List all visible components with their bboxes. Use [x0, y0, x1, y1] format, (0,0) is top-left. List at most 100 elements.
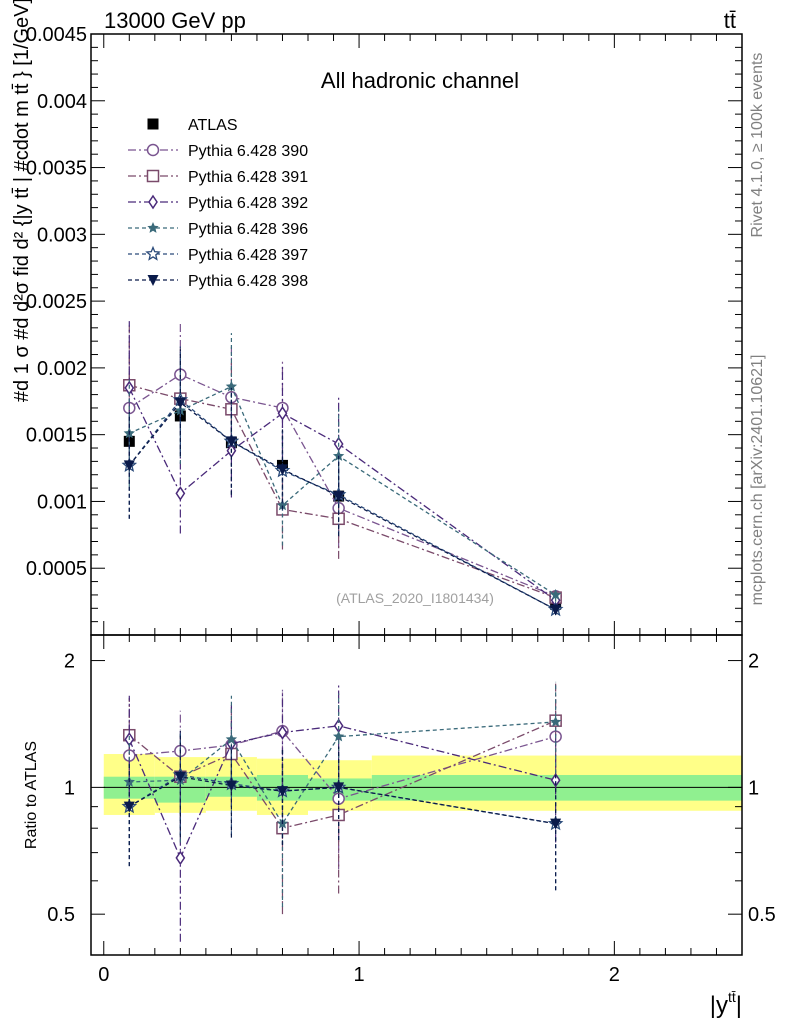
y-tick-label: 0.001: [37, 491, 87, 513]
process-label: tt̄: [724, 8, 736, 33]
ratio-uncertainty-bands: [103, 754, 742, 815]
series-2: [123, 325, 562, 605]
marker-triangle-down: [123, 460, 135, 472]
marker-star: [332, 730, 345, 742]
chart-title: All hadronic channel: [321, 68, 519, 93]
series-4: [123, 333, 562, 602]
y-tick-label: 0.0035: [26, 158, 87, 180]
y-tick-label: 0.0015: [26, 425, 87, 447]
marker-triangle-down: [550, 818, 562, 830]
legend-label: ATLAS: [188, 117, 238, 134]
plot-frames: [90, 33, 743, 956]
y-tick-label: 0.003: [37, 224, 87, 246]
y-axis-label-text: #d 1 σ #d d²σ fid d² {|y tt̄ | #cdot m t…: [11, 0, 33, 402]
ratio-y-tick-label: 2: [64, 651, 75, 673]
marker-triangle-down: [123, 801, 135, 813]
legend-label: Pythia 6.428 390: [188, 143, 308, 160]
marker-diamond-open: [148, 194, 158, 210]
marker-triangle-down: [174, 397, 186, 409]
legend-label: Pythia 6.428 398: [188, 273, 308, 290]
marker-star: [276, 499, 289, 511]
legend-item-6: Pythia 6.428 398: [128, 273, 308, 290]
x-axis-label-main: |y: [710, 992, 728, 1019]
marker-diamond-open: [550, 772, 561, 788]
legend-item-1: Pythia 6.428 390: [128, 143, 308, 160]
energy-label: 13000 GeV pp: [104, 8, 246, 33]
series-5: [121, 346, 564, 617]
x-tick-label: 2: [609, 964, 620, 986]
marker-square-open: [146, 169, 160, 183]
side-label-top: Rivet 4.1.0, ≥ 100k events: [749, 53, 766, 238]
ratio-series-line: [128, 725, 556, 860]
ratio-y-tick-label-right: 0.5: [748, 904, 776, 926]
marker-star: [225, 733, 238, 745]
x-tick-label: 0: [98, 964, 109, 986]
main-panel-series: [121, 321, 564, 617]
marker-triangle-down: [147, 275, 159, 286]
axis-ticks: 0.0005 0.001 0.0015 0.002 0.0025 0.003 0.0035 0…: [26, 24, 776, 986]
marker-star: [147, 222, 159, 233]
series-1: [123, 321, 562, 603]
legend-item-4: Pythia 6.428 396: [128, 221, 308, 238]
y-tick-label: 0.004: [37, 91, 87, 113]
legend-label: Pythia 6.428 396: [188, 221, 308, 238]
y-tick-label: 0.0005: [26, 558, 87, 580]
marker-triangle-down: [174, 771, 186, 783]
marker-diamond-open: [277, 725, 288, 740]
marker-diamond-open: [175, 486, 186, 501]
x-axis-label-close: |: [736, 992, 742, 1019]
ratio-series-6: [123, 731, 562, 891]
marker-triangle-down: [225, 436, 237, 448]
series-line: [129, 385, 556, 596]
marker-star-open: [145, 245, 161, 261]
ratio-y-tick-label: 0.5: [47, 904, 75, 926]
marker-triangle-down: [333, 491, 345, 503]
ratio-series-line: [129, 730, 556, 800]
ratio-y-axis-label: Ratio to ATLAS: [23, 741, 40, 849]
y-tick-label: 0.0025: [26, 291, 87, 313]
x-axis-label-sup: tt̄: [728, 989, 736, 1005]
legend-label: Pythia 6.428 391: [188, 169, 308, 186]
series-line: [128, 387, 557, 601]
series-line: [129, 384, 556, 599]
marker-square: [147, 118, 159, 130]
ratio-y-tick-label: 1: [64, 777, 75, 799]
series-line: [128, 373, 556, 597]
series-3: [124, 321, 561, 608]
ratio-panel-series: [121, 680, 564, 942]
marker-circle-open: [146, 143, 160, 157]
marker-triangle-down: [276, 786, 288, 798]
y-tick-label: 0.002: [37, 358, 87, 380]
ratio-series-line: [128, 774, 556, 825]
y-tick-label: 0.0045: [26, 24, 87, 46]
marker-triangle-down: [276, 464, 288, 476]
series-line: [128, 399, 556, 611]
ratio-y-tick-label-right: 1: [748, 777, 759, 799]
marker-diamond-open: [277, 405, 288, 421]
marker-star: [549, 715, 562, 727]
ratio-series-line: [128, 776, 556, 825]
x-axis-label: |ytt̄|: [710, 989, 742, 1019]
side-label-bottom: mcplots.cern.ch [arXiv:2401.10621]: [749, 355, 766, 606]
marker-triangle-down: [333, 782, 345, 794]
legend-item-3: Pythia 6.428 392: [128, 194, 308, 212]
marker-diamond-open: [175, 850, 186, 866]
watermark: (ATLAS_2020_I1801434): [336, 590, 494, 606]
legend-label: Pythia 6.428 392: [188, 195, 308, 212]
legend-item-2: Pythia 6.428 391: [128, 169, 308, 186]
marker-star: [549, 588, 562, 600]
legend: ATLAS Pythia 6.428 390 Pythia 6.428 391 Pyt…: [128, 117, 308, 290]
y-axis-label: #d 1 σ #d d²σ fid d² {|y tt̄ | #cdot m t…: [11, 0, 33, 402]
legend-item-0: ATLAS: [147, 117, 238, 134]
ratio-y-tick-label-right: 2: [748, 651, 759, 673]
ratio-series-line: [128, 720, 556, 829]
legend-label: Pythia 6.428 397: [188, 247, 308, 264]
ratio-frame: [90, 634, 743, 956]
marker-star: [225, 380, 238, 392]
marker-triangle-down: [225, 780, 237, 792]
x-tick-label: 1: [353, 964, 364, 986]
series-6: [123, 349, 562, 616]
marker-triangle-down: [550, 604, 562, 616]
legend-item-5: Pythia 6.428 397: [128, 245, 308, 264]
